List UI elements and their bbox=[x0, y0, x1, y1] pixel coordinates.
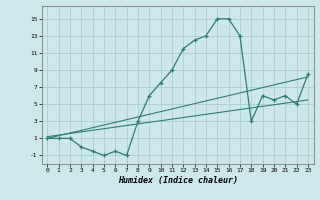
X-axis label: Humidex (Indice chaleur): Humidex (Indice chaleur) bbox=[118, 176, 237, 185]
